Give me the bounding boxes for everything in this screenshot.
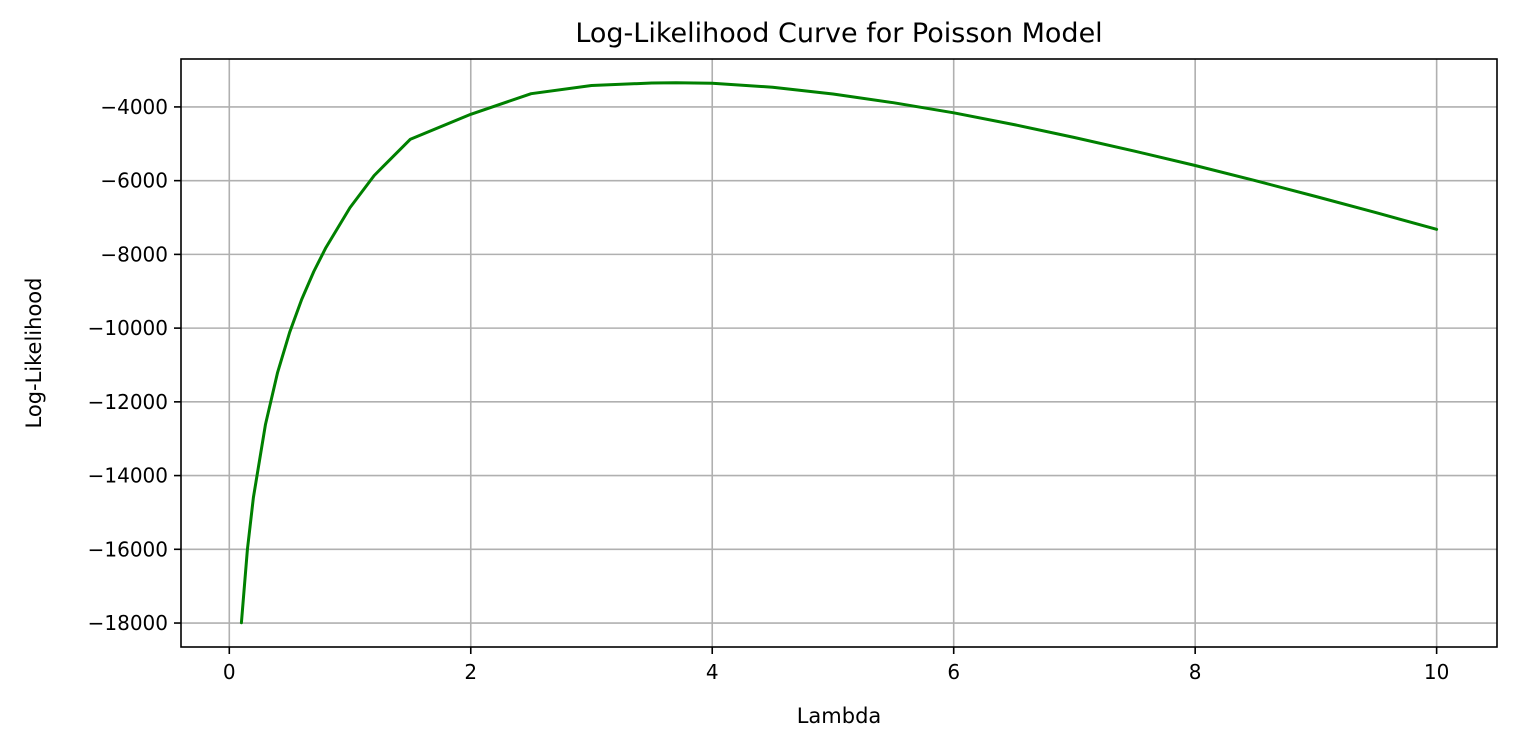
y-tick-label: −8000 (100, 242, 168, 266)
y-tick-label: −16000 (88, 537, 168, 561)
chart-title: Log-Likelihood Curve for Poisson Model (575, 18, 1102, 49)
y-tick-label: −6000 (100, 169, 168, 193)
x-tick-label: 8 (1189, 660, 1202, 684)
x-tick-label: 6 (947, 660, 960, 684)
y-axis-label: Log-Likelihood (22, 278, 46, 429)
series-line (239, 81, 1439, 625)
x-tick-label: 0 (223, 660, 236, 684)
y-tick-label: −18000 (88, 611, 168, 635)
x-axis-label: Lambda (797, 704, 882, 728)
tick-layer: 0 2 4 6 8 10 −18000 −16000 −14000 −12000 −10000 −80… (88, 95, 1450, 684)
y-tick-label: −10000 (88, 316, 168, 340)
y-tick-label: −12000 (88, 390, 168, 414)
series-layer (239, 81, 1439, 625)
y-tick-label: −14000 (88, 464, 168, 488)
grid-layer (181, 59, 1497, 647)
plot-frame (180, 58, 1498, 648)
x-tick-label: 10 (1424, 660, 1449, 684)
y-tick-label: −4000 (100, 95, 168, 119)
x-tick-label: 2 (464, 660, 477, 684)
x-tick-label: 4 (706, 660, 719, 684)
